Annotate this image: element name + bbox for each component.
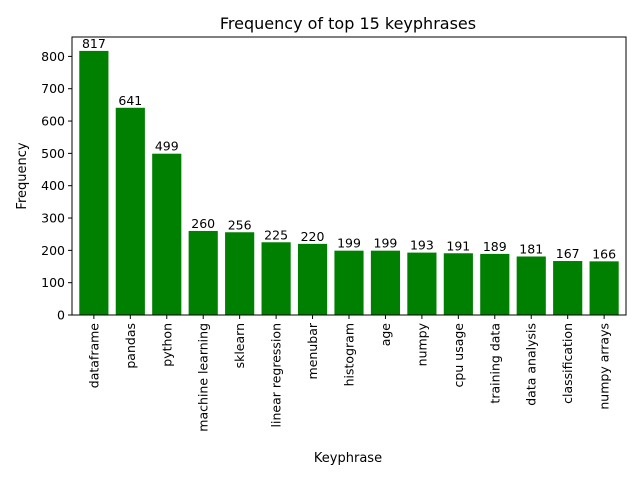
bar-pandas: [115, 107, 145, 315]
bar-data-analysis: [516, 256, 546, 315]
y-tick-label: 600: [41, 114, 65, 129]
x-tick-label: cpu usage: [451, 323, 466, 388]
data-label: 199: [374, 236, 398, 251]
bar-sklearn: [225, 232, 255, 315]
data-label: 191: [446, 238, 470, 253]
data-label: 199: [337, 236, 361, 251]
bar-classification: [553, 261, 583, 315]
x-axis-ticks: dataframe pandas python machine learning skl…: [86, 315, 612, 432]
bar-numpy-arrays: [589, 261, 619, 315]
x-tick-label: numpy: [414, 322, 429, 366]
data-label: 225: [264, 227, 288, 242]
bar-age: [370, 250, 401, 315]
y-tick-label: 400: [41, 178, 65, 193]
x-tick-label: histogram: [342, 323, 357, 386]
data-labels-group: 817 641 499 260 256 225 220 199 199 193 191 189 181 1…: [82, 36, 616, 261]
data-label: 167: [556, 246, 580, 261]
x-tick-label: training data: [487, 323, 502, 404]
y-tick-label: 700: [41, 81, 65, 96]
x-tick-label: menubar: [305, 322, 320, 379]
y-axis-label: Frequency: [15, 142, 30, 209]
x-tick-label: data analysis: [524, 323, 539, 406]
data-label: 166: [592, 246, 616, 261]
bar-training-data: [480, 253, 510, 315]
y-tick-label: 300: [41, 211, 65, 226]
y-tick-label: 100: [41, 275, 65, 290]
y-axis-ticks: 0 100 200 300 400 500 600 700 800: [41, 49, 72, 323]
y-tick-label: 0: [57, 308, 65, 323]
data-label: 256: [228, 217, 252, 232]
x-tick-label: pandas: [123, 323, 138, 369]
bar-cpu-usage: [443, 253, 473, 315]
x-tick-label: numpy arrays: [597, 323, 612, 410]
data-label: 817: [82, 36, 106, 51]
x-tick-label: age: [378, 323, 393, 347]
bar-machine-learning: [188, 230, 218, 315]
data-label: 189: [483, 239, 507, 254]
data-label: 499: [155, 139, 179, 154]
bar-dataframe: [79, 50, 109, 316]
plot-frame: [71, 36, 627, 316]
x-tick-label: sklearn: [232, 323, 247, 368]
data-label: 220: [301, 229, 325, 244]
bar-histogram: [334, 250, 364, 315]
bar-menubar: [297, 243, 328, 315]
x-tick-label: linear regression: [269, 323, 284, 427]
x-tick-label: dataframe: [86, 323, 101, 389]
bar-linear-regression: [261, 242, 291, 315]
data-label: 641: [118, 93, 142, 108]
bars-group: [79, 50, 619, 316]
bar-numpy: [407, 252, 437, 315]
chart-title: Frequency of top 15 keyphrases: [220, 14, 476, 33]
data-label: 193: [410, 238, 434, 253]
x-tick-label: machine learning: [196, 323, 211, 432]
x-axis-label: Keyphrase: [314, 451, 382, 466]
y-tick-label: 200: [41, 243, 65, 258]
bar-python: [152, 153, 182, 315]
data-label: 260: [191, 216, 215, 231]
data-label: 181: [519, 241, 543, 256]
x-tick-label: classification: [560, 323, 575, 404]
y-tick-label: 500: [41, 146, 65, 161]
y-tick-label: 800: [41, 49, 65, 64]
x-tick-label: python: [159, 323, 174, 367]
